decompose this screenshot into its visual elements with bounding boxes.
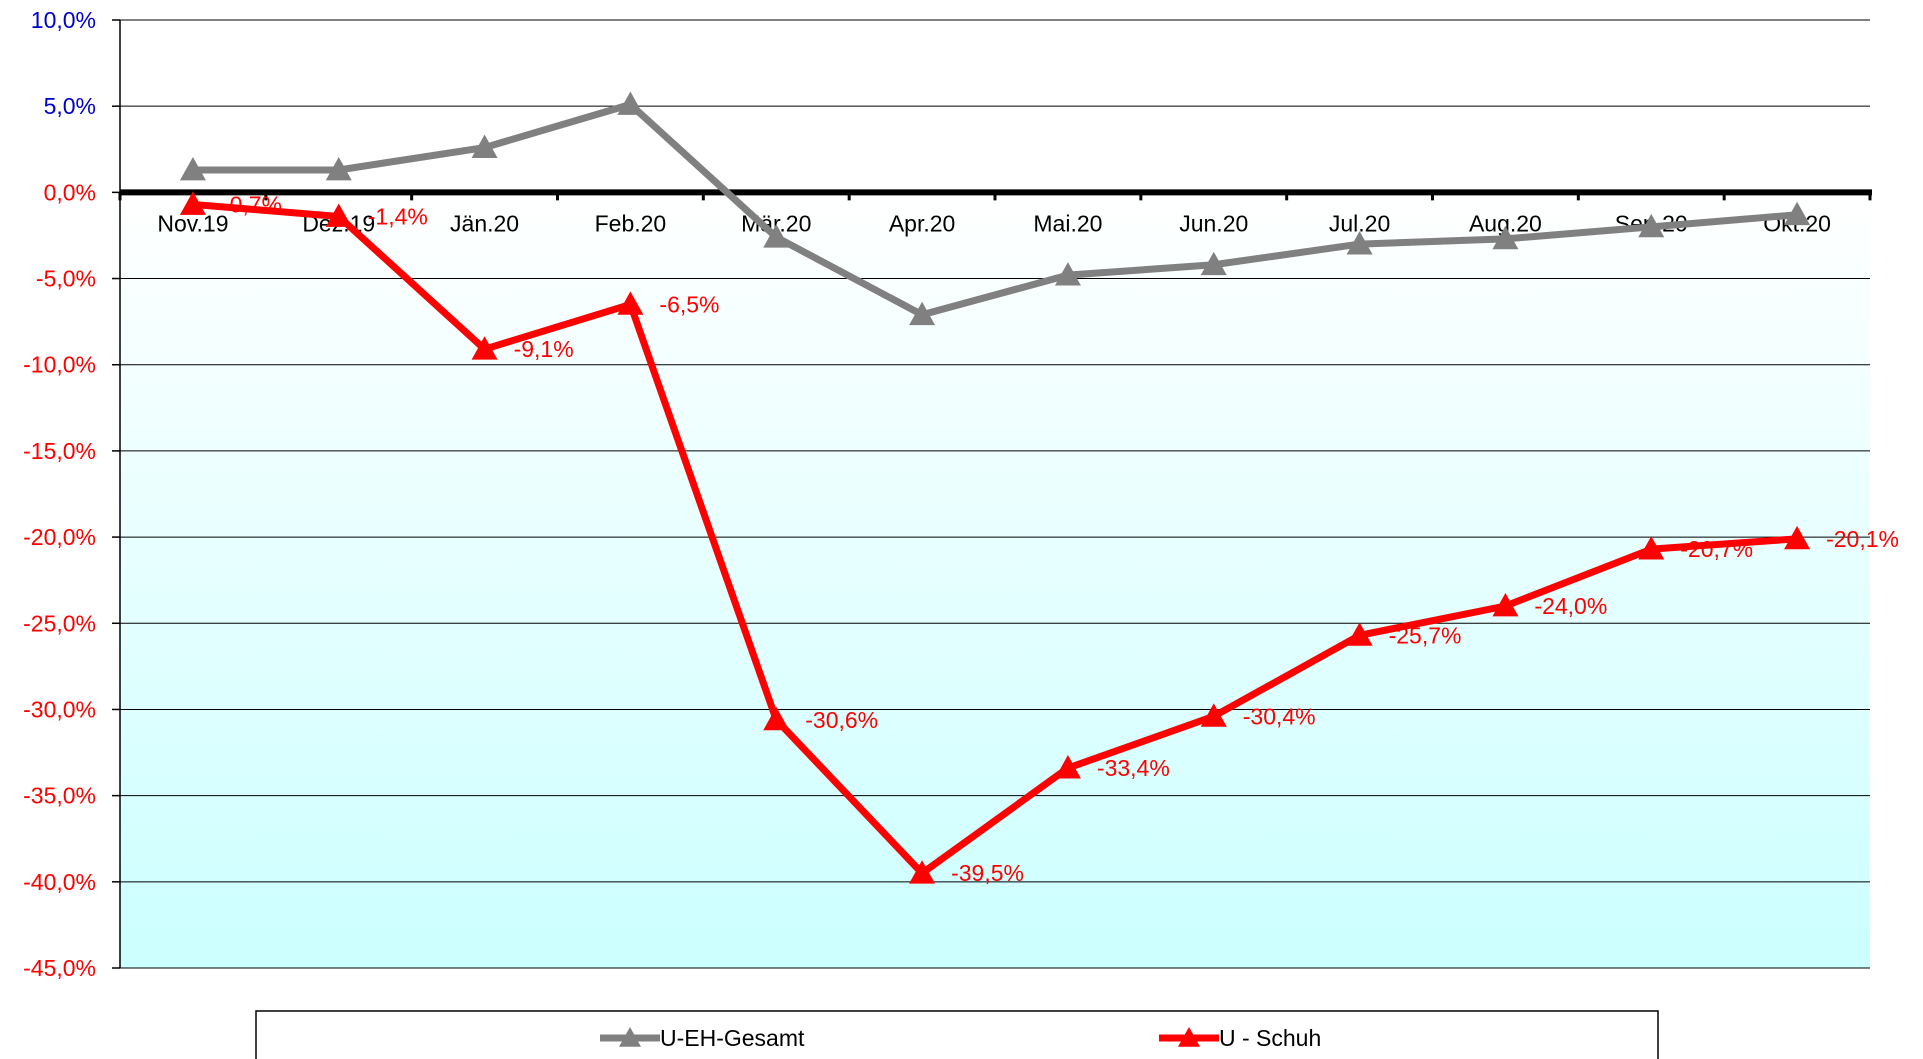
y-tick-label: -5,0%: [36, 266, 96, 292]
legend-label: U-EH-Gesamt: [660, 1025, 805, 1051]
legend-box: [256, 1011, 1658, 1059]
y-tick-label: -30,0%: [23, 696, 96, 722]
y-tick-label: -25,0%: [23, 610, 96, 636]
data-point-marker: [617, 91, 643, 114]
data-label: -33,4%: [1097, 755, 1170, 781]
x-tick-label: Jun.20: [1179, 210, 1248, 236]
y-tick-label: -15,0%: [23, 438, 96, 464]
data-label: -1,4%: [368, 203, 428, 229]
data-label: -24,0%: [1534, 593, 1607, 619]
data-label: -30,4%: [1243, 703, 1316, 729]
x-tick-label: Apr.20: [889, 210, 956, 236]
legend: U-EH-Gesamt U - Schuh: [256, 1011, 1658, 1059]
y-tick-label: -45,0%: [23, 955, 96, 981]
y-tick-label: -10,0%: [23, 352, 96, 378]
y-tick-label: -20,0%: [23, 524, 96, 550]
y-tick-label: 0,0%: [44, 179, 96, 205]
legend-label: U - Schuh: [1219, 1025, 1321, 1051]
x-tick-label: Feb.20: [595, 210, 667, 236]
x-tick-label: Mai.20: [1033, 210, 1102, 236]
y-tick-label: 5,0%: [44, 93, 96, 119]
y-tick-label: -40,0%: [23, 869, 96, 895]
x-tick-label: Jän.20: [450, 210, 519, 236]
data-label: -30,6%: [805, 707, 878, 733]
data-label: -0,7%: [222, 191, 282, 217]
data-label: -39,5%: [951, 860, 1024, 886]
plot-background: [120, 192, 1870, 968]
data-label: -9,1%: [514, 336, 574, 362]
negative-region-fill: [120, 192, 1870, 968]
data-label: -25,7%: [1389, 622, 1462, 648]
data-label: -6,5%: [659, 291, 719, 317]
y-tick-label: -35,0%: [23, 783, 96, 809]
y-axis-ticks: 10,0% 5,0% 0,0% -5,0% -10,0% -15,0% -20,0% -25,…: [23, 7, 96, 981]
data-label: -20,7%: [1680, 536, 1753, 562]
data-label: -20,1%: [1826, 526, 1899, 552]
y-tick-label: 10,0%: [31, 7, 96, 33]
